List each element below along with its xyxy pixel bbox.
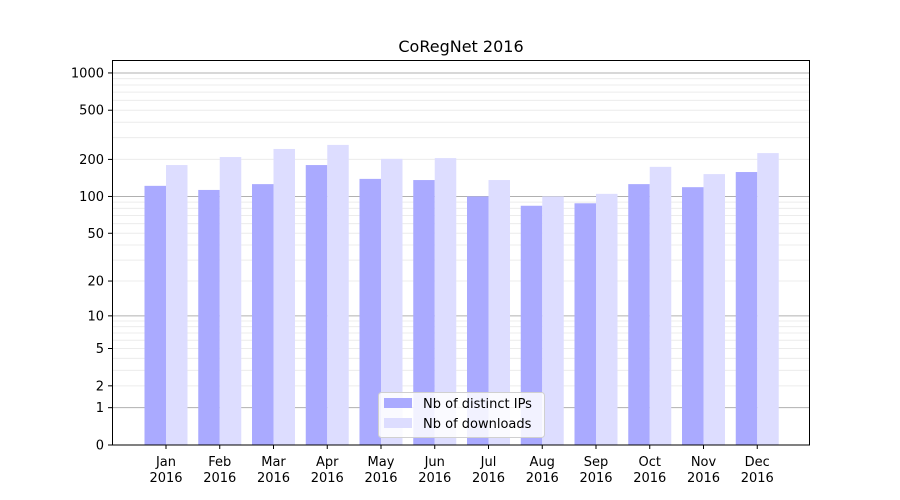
bar-downloads	[703, 174, 725, 445]
bar-distinct-ips	[735, 172, 758, 445]
x-tick-label: Nov 2016	[687, 455, 720, 486]
y-tick-label: 100	[79, 190, 104, 205]
y-tick-label: 5	[96, 342, 104, 357]
y-tick-label: 1000	[71, 66, 104, 81]
y-tick-label: 200	[79, 153, 104, 168]
x-tick-label: Aug 2016	[526, 455, 559, 486]
x-tick-label: Jun 2016	[418, 455, 451, 486]
bar-downloads	[381, 158, 403, 446]
x-tick-label: Sep 2016	[579, 455, 612, 486]
bar-downloads	[488, 180, 510, 446]
y-axis: 0 1 2 5 10 20 50 100 200 500 1000	[71, 66, 112, 454]
legend-swatch	[384, 418, 412, 428]
chart-title: CoRegNet 2016	[398, 37, 523, 56]
y-tick-label: 2	[96, 379, 104, 394]
bar-downloads	[596, 193, 618, 445]
bar-downloads	[434, 158, 457, 446]
bar-downloads	[219, 157, 242, 445]
bar-distinct-ips	[144, 185, 166, 446]
y-tick-label: 0	[96, 439, 104, 454]
x-tick-label: Feb 2016	[203, 455, 236, 486]
bar-distinct-ips	[628, 184, 650, 445]
bar-distinct-ips	[574, 203, 596, 445]
legend-label: Nb of distinct IPs	[423, 397, 532, 412]
bar-distinct-ips	[467, 196, 489, 445]
bar-distinct-ips	[520, 205, 543, 445]
bar-downloads	[757, 153, 779, 445]
bar-distinct-ips	[305, 165, 328, 445]
x-axis: Jan 2016 Feb 2016 Mar 2016 Apr 2016 May 2016 Jun 20…	[149, 445, 774, 486]
bar-distinct-ips	[682, 187, 704, 445]
bar-distinct-ips	[413, 180, 435, 446]
y-tick-label: 1	[96, 401, 104, 416]
bars	[144, 144, 779, 446]
x-tick-label: Apr 2016	[311, 455, 344, 486]
x-tick-label: Jan 2016	[149, 455, 182, 486]
legend-swatch	[384, 398, 412, 408]
bar-downloads	[166, 165, 188, 445]
x-tick-label: Dec 2016	[741, 455, 774, 486]
bar-distinct-ips	[252, 184, 274, 445]
legend-label: Nb of downloads	[423, 417, 532, 432]
bar-distinct-ips	[198, 189, 220, 445]
plot-frame	[112, 60, 810, 446]
bar-downloads	[542, 196, 564, 445]
x-tick-label: May 2016	[364, 455, 397, 486]
bar-downloads	[649, 166, 672, 445]
y-tick-label: 20	[87, 275, 104, 290]
bar-distinct-ips	[359, 178, 381, 445]
y-tick-label: 50	[87, 227, 104, 242]
legend-box	[378, 392, 545, 438]
x-tick-label: Oct 2016	[633, 455, 666, 486]
legend: Nb of distinct IPs Nb of downloads	[378, 392, 545, 438]
y-tick-label: 500	[79, 104, 104, 119]
bar-downloads	[327, 144, 349, 446]
y-tick-label: 10	[87, 309, 104, 324]
x-tick-label: Jul 2016	[472, 455, 505, 486]
bar-downloads	[273, 148, 295, 445]
x-tick-label: Mar 2016	[257, 455, 290, 486]
